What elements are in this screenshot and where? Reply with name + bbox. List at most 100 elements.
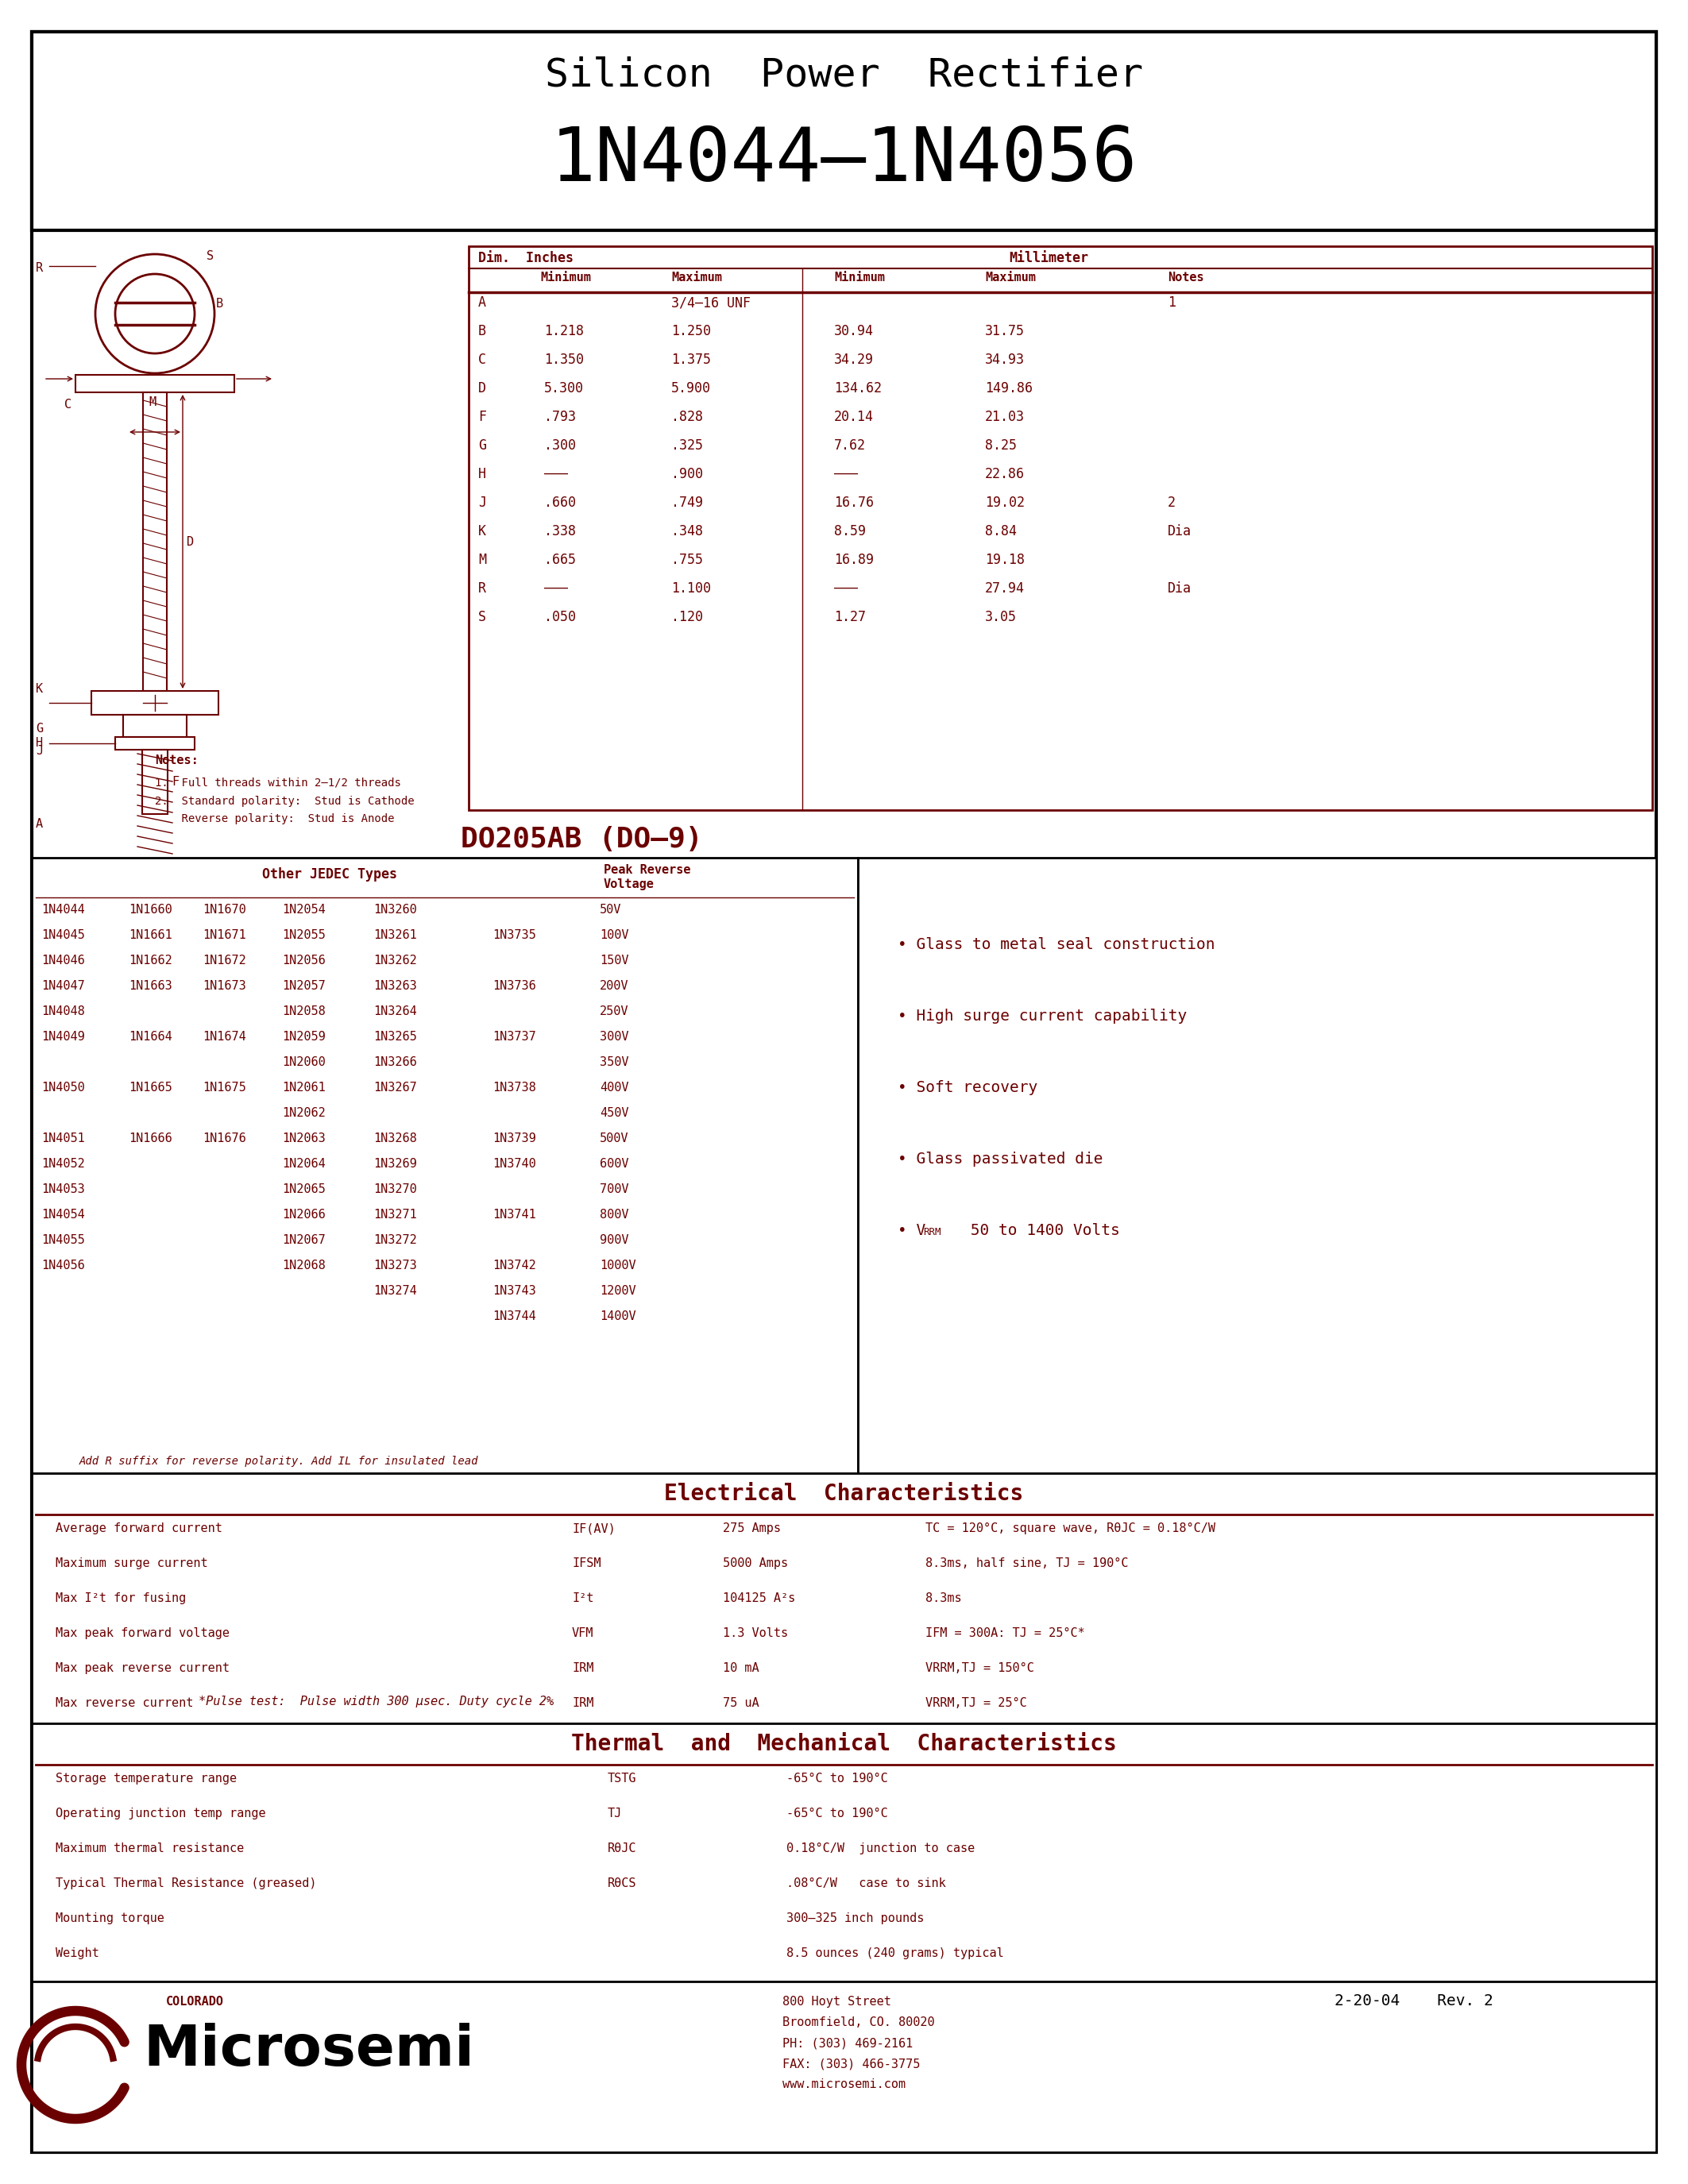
Text: 149.86: 149.86: [986, 382, 1033, 395]
Text: Max reverse current: Max reverse current: [56, 1697, 194, 1710]
Text: Notes:: Notes:: [155, 753, 199, 767]
Text: 1.218: 1.218: [544, 323, 584, 339]
Text: 1N1676: 1N1676: [203, 1133, 246, 1144]
Text: .755: .755: [672, 553, 702, 568]
Text: 1N1671: 1N1671: [203, 928, 246, 941]
Text: H: H: [478, 467, 486, 480]
Text: I²t: I²t: [572, 1592, 594, 1605]
Text: IFM = 300A: TJ = 25°C*: IFM = 300A: TJ = 25°C*: [925, 1627, 1085, 1640]
Text: B: B: [216, 297, 223, 310]
Text: 1.250: 1.250: [672, 323, 711, 339]
Text: 1N3267: 1N3267: [373, 1081, 417, 1094]
Text: 1N3742: 1N3742: [493, 1260, 537, 1271]
Text: -65°C to 190°C: -65°C to 190°C: [787, 1773, 888, 1784]
Text: Storage temperature range: Storage temperature range: [56, 1773, 236, 1784]
Text: 1.375: 1.375: [672, 352, 711, 367]
Text: TC = 120°C, square wave, RθJC = 0.18°C/W: TC = 120°C, square wave, RθJC = 0.18°C/W: [925, 1522, 1215, 1535]
Text: 1.  Full threads within 2–1/2 threads: 1. Full threads within 2–1/2 threads: [155, 778, 402, 788]
Text: 2: 2: [1168, 496, 1175, 509]
Text: PH: (303) 469-2161: PH: (303) 469-2161: [783, 2038, 913, 2049]
Text: 31.75: 31.75: [986, 323, 1025, 339]
Text: RθCS: RθCS: [608, 1878, 636, 1889]
Text: 134.62: 134.62: [834, 382, 881, 395]
Text: IF(AV): IF(AV): [572, 1522, 616, 1535]
Text: FAX: (303) 466-3775: FAX: (303) 466-3775: [783, 2057, 920, 2070]
Text: 1N4049: 1N4049: [41, 1031, 84, 1042]
Text: .08°C/W   case to sink: .08°C/W case to sink: [787, 1878, 945, 1889]
Text: 8.59: 8.59: [834, 524, 866, 539]
Text: 19.18: 19.18: [986, 553, 1025, 568]
Text: 75 uA: 75 uA: [722, 1697, 760, 1710]
Text: 34.29: 34.29: [834, 352, 874, 367]
Bar: [32, 1474, 1656, 1723]
Text: Silicon  Power  Rectifier: Silicon Power Rectifier: [545, 55, 1143, 94]
Text: 1N1662: 1N1662: [128, 954, 172, 968]
Text: 3/4–16 UNF: 3/4–16 UNF: [672, 295, 751, 310]
Text: .793: .793: [544, 411, 576, 424]
Text: 1N2056: 1N2056: [282, 954, 326, 968]
Text: .325: .325: [672, 439, 702, 452]
Text: Thermal  and  Mechanical  Characteristics: Thermal and Mechanical Characteristics: [571, 1732, 1117, 1756]
Text: 1.27: 1.27: [834, 609, 866, 625]
Text: DO205AB (DO–9): DO205AB (DO–9): [461, 826, 702, 854]
Text: 1N1674: 1N1674: [203, 1031, 246, 1042]
Text: Typical Thermal Resistance (greased): Typical Thermal Resistance (greased): [56, 1878, 317, 1889]
Bar: [115, 736, 194, 749]
Text: B: B: [478, 323, 486, 339]
Text: 1.3 Volts: 1.3 Volts: [722, 1627, 788, 1640]
Text: Maximum: Maximum: [986, 271, 1036, 284]
Text: 21.03: 21.03: [986, 411, 1025, 424]
Text: .749: .749: [672, 496, 702, 509]
Text: 8.25: 8.25: [986, 439, 1016, 452]
Text: 350V: 350V: [599, 1057, 628, 1068]
Text: Weight: Weight: [56, 1948, 100, 1959]
Text: 1N4055: 1N4055: [41, 1234, 84, 1247]
Text: H: H: [35, 736, 42, 749]
Text: -65°C to 190°C: -65°C to 190°C: [787, 1808, 888, 1819]
Bar: [143, 393, 167, 690]
Text: 1N2063: 1N2063: [282, 1133, 326, 1144]
Bar: [142, 749, 167, 815]
Text: ———: ———: [544, 581, 567, 596]
Text: M: M: [478, 553, 486, 568]
Text: 8.5 ounces (240 grams) typical: 8.5 ounces (240 grams) typical: [787, 1948, 1004, 1959]
Text: S: S: [206, 251, 214, 262]
Text: 19.02: 19.02: [986, 496, 1025, 509]
Text: .120: .120: [672, 609, 702, 625]
Text: 5.900: 5.900: [672, 382, 711, 395]
Text: F: F: [172, 775, 179, 788]
Text: ———: ———: [834, 581, 858, 596]
Text: 275 Amps: 275 Amps: [722, 1522, 782, 1535]
Bar: [123, 714, 187, 736]
Text: Microsemi: Microsemi: [143, 2022, 474, 2077]
Text: 450V: 450V: [599, 1107, 628, 1118]
Text: TJ: TJ: [608, 1808, 623, 1819]
Text: Maximum: Maximum: [672, 271, 722, 284]
Text: 1N3273: 1N3273: [373, 1260, 417, 1271]
Text: M: M: [149, 395, 155, 408]
Text: R: R: [35, 262, 42, 273]
Text: 1N4048: 1N4048: [41, 1005, 84, 1018]
Text: 800V: 800V: [599, 1208, 628, 1221]
Text: 1N2062: 1N2062: [282, 1107, 326, 1118]
Text: 1N1660: 1N1660: [128, 904, 172, 915]
Text: 250V: 250V: [599, 1005, 628, 1018]
Text: 300–325 inch pounds: 300–325 inch pounds: [787, 1913, 923, 1924]
Text: 1N1675: 1N1675: [203, 1081, 246, 1094]
Text: Millimeter: Millimeter: [1009, 251, 1089, 264]
Text: Reverse polarity:  Stud is Anode: Reverse polarity: Stud is Anode: [155, 812, 395, 823]
Text: 1N4047: 1N4047: [41, 981, 84, 992]
Text: 8.3ms, half sine, TJ = 190°C: 8.3ms, half sine, TJ = 190°C: [925, 1557, 1128, 1570]
Text: 27.94: 27.94: [986, 581, 1025, 596]
Text: J: J: [35, 745, 42, 758]
Text: • Glass to metal seal construction: • Glass to metal seal construction: [898, 937, 1215, 952]
Text: 150V: 150V: [599, 954, 628, 968]
Text: 1N4045: 1N4045: [41, 928, 84, 941]
Text: G: G: [35, 723, 42, 734]
Text: 500V: 500V: [599, 1133, 628, 1144]
Text: 1N1673: 1N1673: [203, 981, 246, 992]
Text: 1N4050: 1N4050: [41, 1081, 84, 1094]
Text: 1N3270: 1N3270: [373, 1184, 417, 1195]
Text: 1N2057: 1N2057: [282, 981, 326, 992]
Text: 1N3274: 1N3274: [373, 1284, 417, 1297]
